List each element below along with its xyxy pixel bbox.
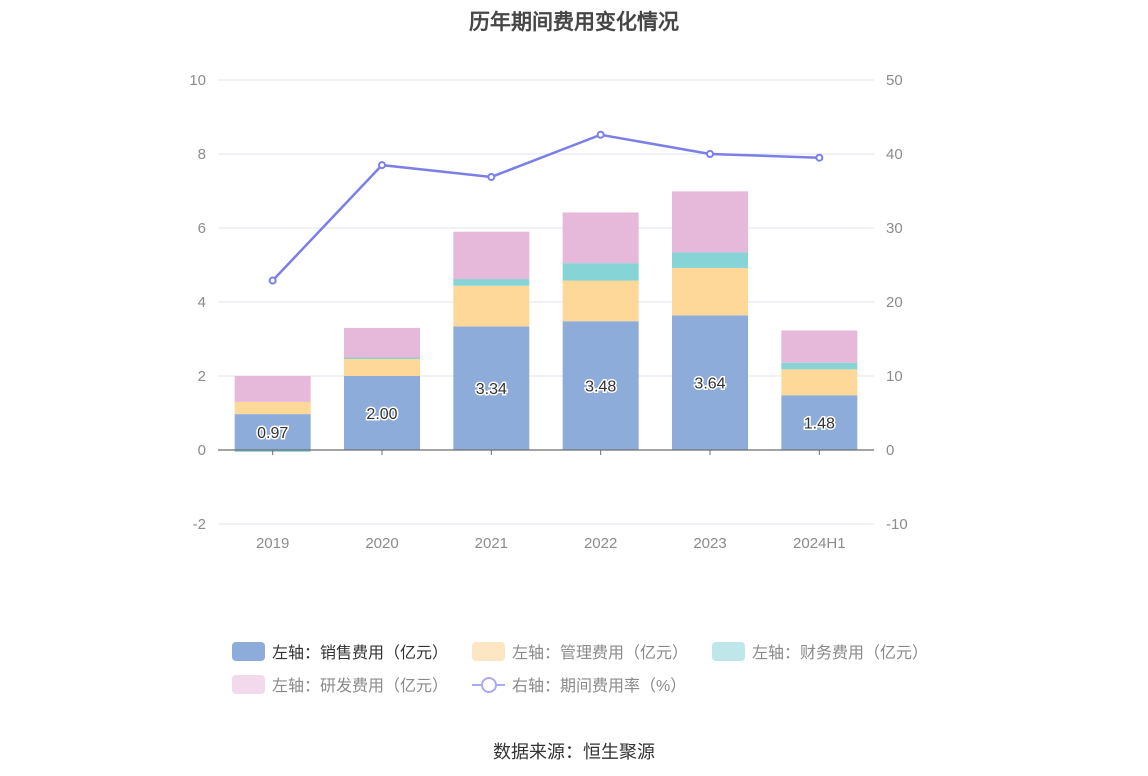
x-tick-label: 2022 xyxy=(584,535,617,552)
left-axis: -2 0 2 4 6 8 10 xyxy=(189,72,206,533)
legend-swatch-rate xyxy=(472,675,506,694)
left-tick-label: 10 xyxy=(189,72,206,89)
bar-rnd xyxy=(781,330,858,363)
legend-item-rate[interactable]: 右轴：期间费用率（%） xyxy=(472,672,686,696)
rate-point xyxy=(706,150,714,158)
bar-sales xyxy=(344,376,420,450)
line-layer xyxy=(268,130,824,285)
left-tick-label: 6 xyxy=(198,220,206,237)
legend-row: 左轴：销售费用（亿元） 左轴：管理费用（亿元） 左轴：财务费用（亿元） xyxy=(232,640,932,662)
x-tick-label: 2024H1 xyxy=(793,535,846,552)
legend-swatch-rnd xyxy=(232,674,265,694)
bar-finance xyxy=(562,263,639,281)
bar-admin xyxy=(344,358,420,376)
bar-rnd xyxy=(562,212,639,264)
legend-circle xyxy=(481,676,498,693)
legend-row: 左轴：研发费用（亿元） 右轴：期间费用率（%） xyxy=(232,673,932,695)
right-axis: -10 0 10 20 30 40 50 xyxy=(886,72,908,533)
rate-line xyxy=(271,133,820,282)
rate-point xyxy=(815,153,824,162)
bar-finance xyxy=(781,362,858,370)
legend-label: 左轴：管理费用（亿元） xyxy=(512,645,689,662)
legend-label: 左轴：销售费用（亿元） xyxy=(272,645,449,662)
bar-admin xyxy=(672,267,748,316)
source-note: 数据来源：恒生聚源 xyxy=(493,742,655,762)
legend-swatch-admin xyxy=(472,641,506,661)
right-tick-label: 20 xyxy=(886,294,903,311)
bar-admin xyxy=(562,280,639,322)
bar-rnd xyxy=(672,191,748,253)
bar-finance xyxy=(672,252,748,268)
right-tick-label: 10 xyxy=(886,368,903,385)
bar-sales xyxy=(234,414,311,450)
legend-label: 右轴：期间费用率（%） xyxy=(512,678,687,695)
bar-finance xyxy=(453,279,530,286)
bar-sales xyxy=(672,315,748,450)
legend-label: 左轴：研发费用（亿元） xyxy=(272,678,449,695)
legend-swatch-sales xyxy=(232,641,265,661)
chart: -2 0 2 4 6 8 10 -10 0 10 20 30 40 50 2019 2020 2021 202… xyxy=(189,72,908,552)
bar-value-label: 3.64 xyxy=(694,376,725,393)
x-tick-label: 2019 xyxy=(256,535,289,552)
legend-item-sales[interactable]: 左轴：销售费用（亿元） xyxy=(232,639,448,663)
legend: 左轴：销售费用（亿元） 左轴：管理费用（亿元） 左轴：财务费用（亿元） 左轴：研… xyxy=(232,640,932,706)
legend-item-rnd[interactable]: 左轴：研发费用（亿元） xyxy=(232,672,448,696)
x-tick-label: 2023 xyxy=(693,535,726,552)
bar-value-label: 0.97 xyxy=(257,425,288,442)
right-tick-label: 50 xyxy=(886,72,903,89)
legend-item-admin[interactable]: 左轴：管理费用（亿元） xyxy=(472,639,688,663)
legend-label: 左轴：财务费用（亿元） xyxy=(752,645,929,662)
rate-point xyxy=(487,172,496,181)
rate-point xyxy=(378,161,386,170)
x-tick-label: 2021 xyxy=(475,535,508,552)
bar-value-label: 1.48 xyxy=(804,416,835,433)
grid-layer xyxy=(218,79,874,525)
left-tick-label: 8 xyxy=(198,146,206,163)
x-axis: 2019 2020 2021 2022 2023 2024H1 xyxy=(218,449,874,552)
chart-title: 历年期间费用变化情况 xyxy=(469,11,679,34)
bar-finance xyxy=(344,357,420,359)
legend-swatch-finance xyxy=(712,641,746,661)
bar-admin xyxy=(234,401,311,415)
bar-admin xyxy=(453,285,530,327)
bar-value-label: 2.00 xyxy=(366,406,397,423)
x-tick-label: 2020 xyxy=(365,535,398,552)
left-tick-label: 2 xyxy=(198,368,206,385)
bar-layer xyxy=(234,191,858,452)
bar-value-label: 3.34 xyxy=(476,381,507,398)
legend-item-finance[interactable]: 左轴：财务费用（亿元） xyxy=(712,639,928,663)
left-tick-label: 4 xyxy=(198,294,206,311)
bar-rnd xyxy=(344,327,420,358)
right-tick-label: -10 xyxy=(886,516,908,533)
bar-sales xyxy=(562,321,639,450)
left-tick-label: 0 xyxy=(198,442,206,459)
right-tick-label: 0 xyxy=(886,442,894,459)
right-tick-label: 40 xyxy=(886,146,903,163)
rate-point xyxy=(268,276,277,285)
bar-sales xyxy=(781,395,858,450)
right-tick-label: 30 xyxy=(886,220,903,237)
bar-value-label: 3.48 xyxy=(585,379,616,396)
bar-label-layer: 0.97 2.00 3.34 3.48 3.64 1.48 xyxy=(256,374,837,443)
left-tick-label: -2 xyxy=(193,516,206,533)
rate-point xyxy=(596,130,605,139)
bar-rnd xyxy=(453,231,530,280)
bar-sales xyxy=(453,326,530,450)
bar-admin xyxy=(781,369,858,396)
bar-rnd xyxy=(234,376,311,402)
